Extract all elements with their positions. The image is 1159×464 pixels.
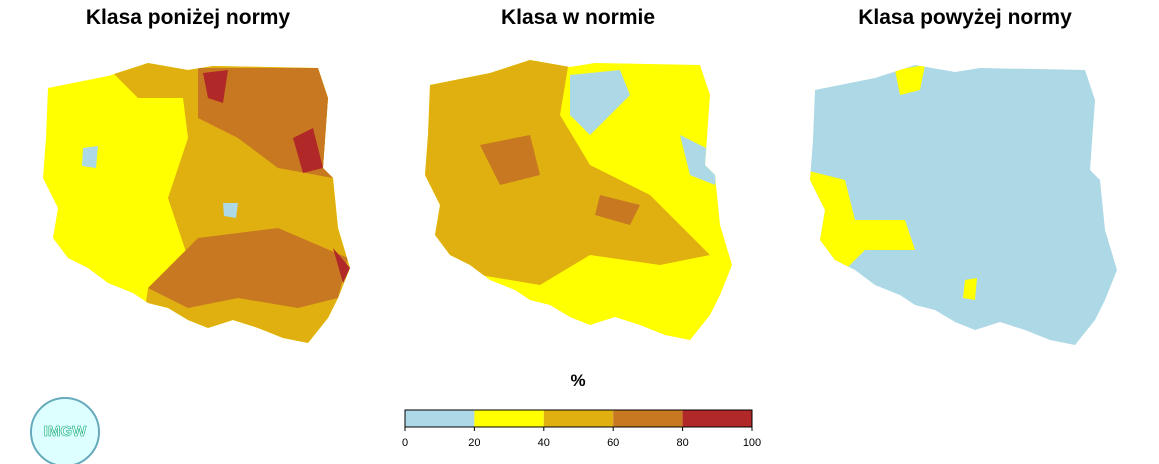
map-title: Klasa powyżej normy (858, 6, 1072, 29)
legend-swatch (613, 410, 683, 427)
region (680, 135, 720, 185)
legend-swatch (543, 410, 614, 427)
legend-swatch (682, 410, 752, 427)
legend-swatch (405, 410, 475, 427)
region (963, 278, 977, 300)
tick-label: 60 (607, 437, 619, 449)
tick-label: 0 (402, 437, 408, 449)
map (425, 60, 732, 340)
region (148, 228, 348, 308)
legend: 0 20 40 60 80 100 (402, 409, 761, 449)
region (480, 135, 540, 185)
region (223, 203, 238, 218)
region (82, 146, 98, 168)
region (570, 70, 630, 135)
region (203, 70, 228, 103)
logo: IMGW (30, 397, 100, 464)
map-title: Klasa poniżej normy (86, 6, 291, 29)
legend-title: % (570, 371, 585, 390)
tick-label: 20 (468, 437, 480, 449)
map-title: Klasa w normie (501, 6, 655, 29)
legend-frame (404, 409, 753, 428)
map (810, 65, 1117, 345)
legend-swatch (474, 410, 544, 427)
region (425, 60, 710, 285)
tick-label: 40 (538, 437, 550, 449)
tick-label: 80 (676, 437, 688, 449)
region (293, 128, 323, 173)
tick-label: 100 (743, 437, 761, 449)
logo-circle (30, 397, 100, 464)
region (895, 65, 925, 95)
logo-text: IMGW (44, 423, 87, 440)
region (333, 248, 350, 283)
region (810, 65, 1117, 345)
region (595, 195, 640, 225)
region (810, 170, 915, 270)
map (43, 63, 350, 343)
